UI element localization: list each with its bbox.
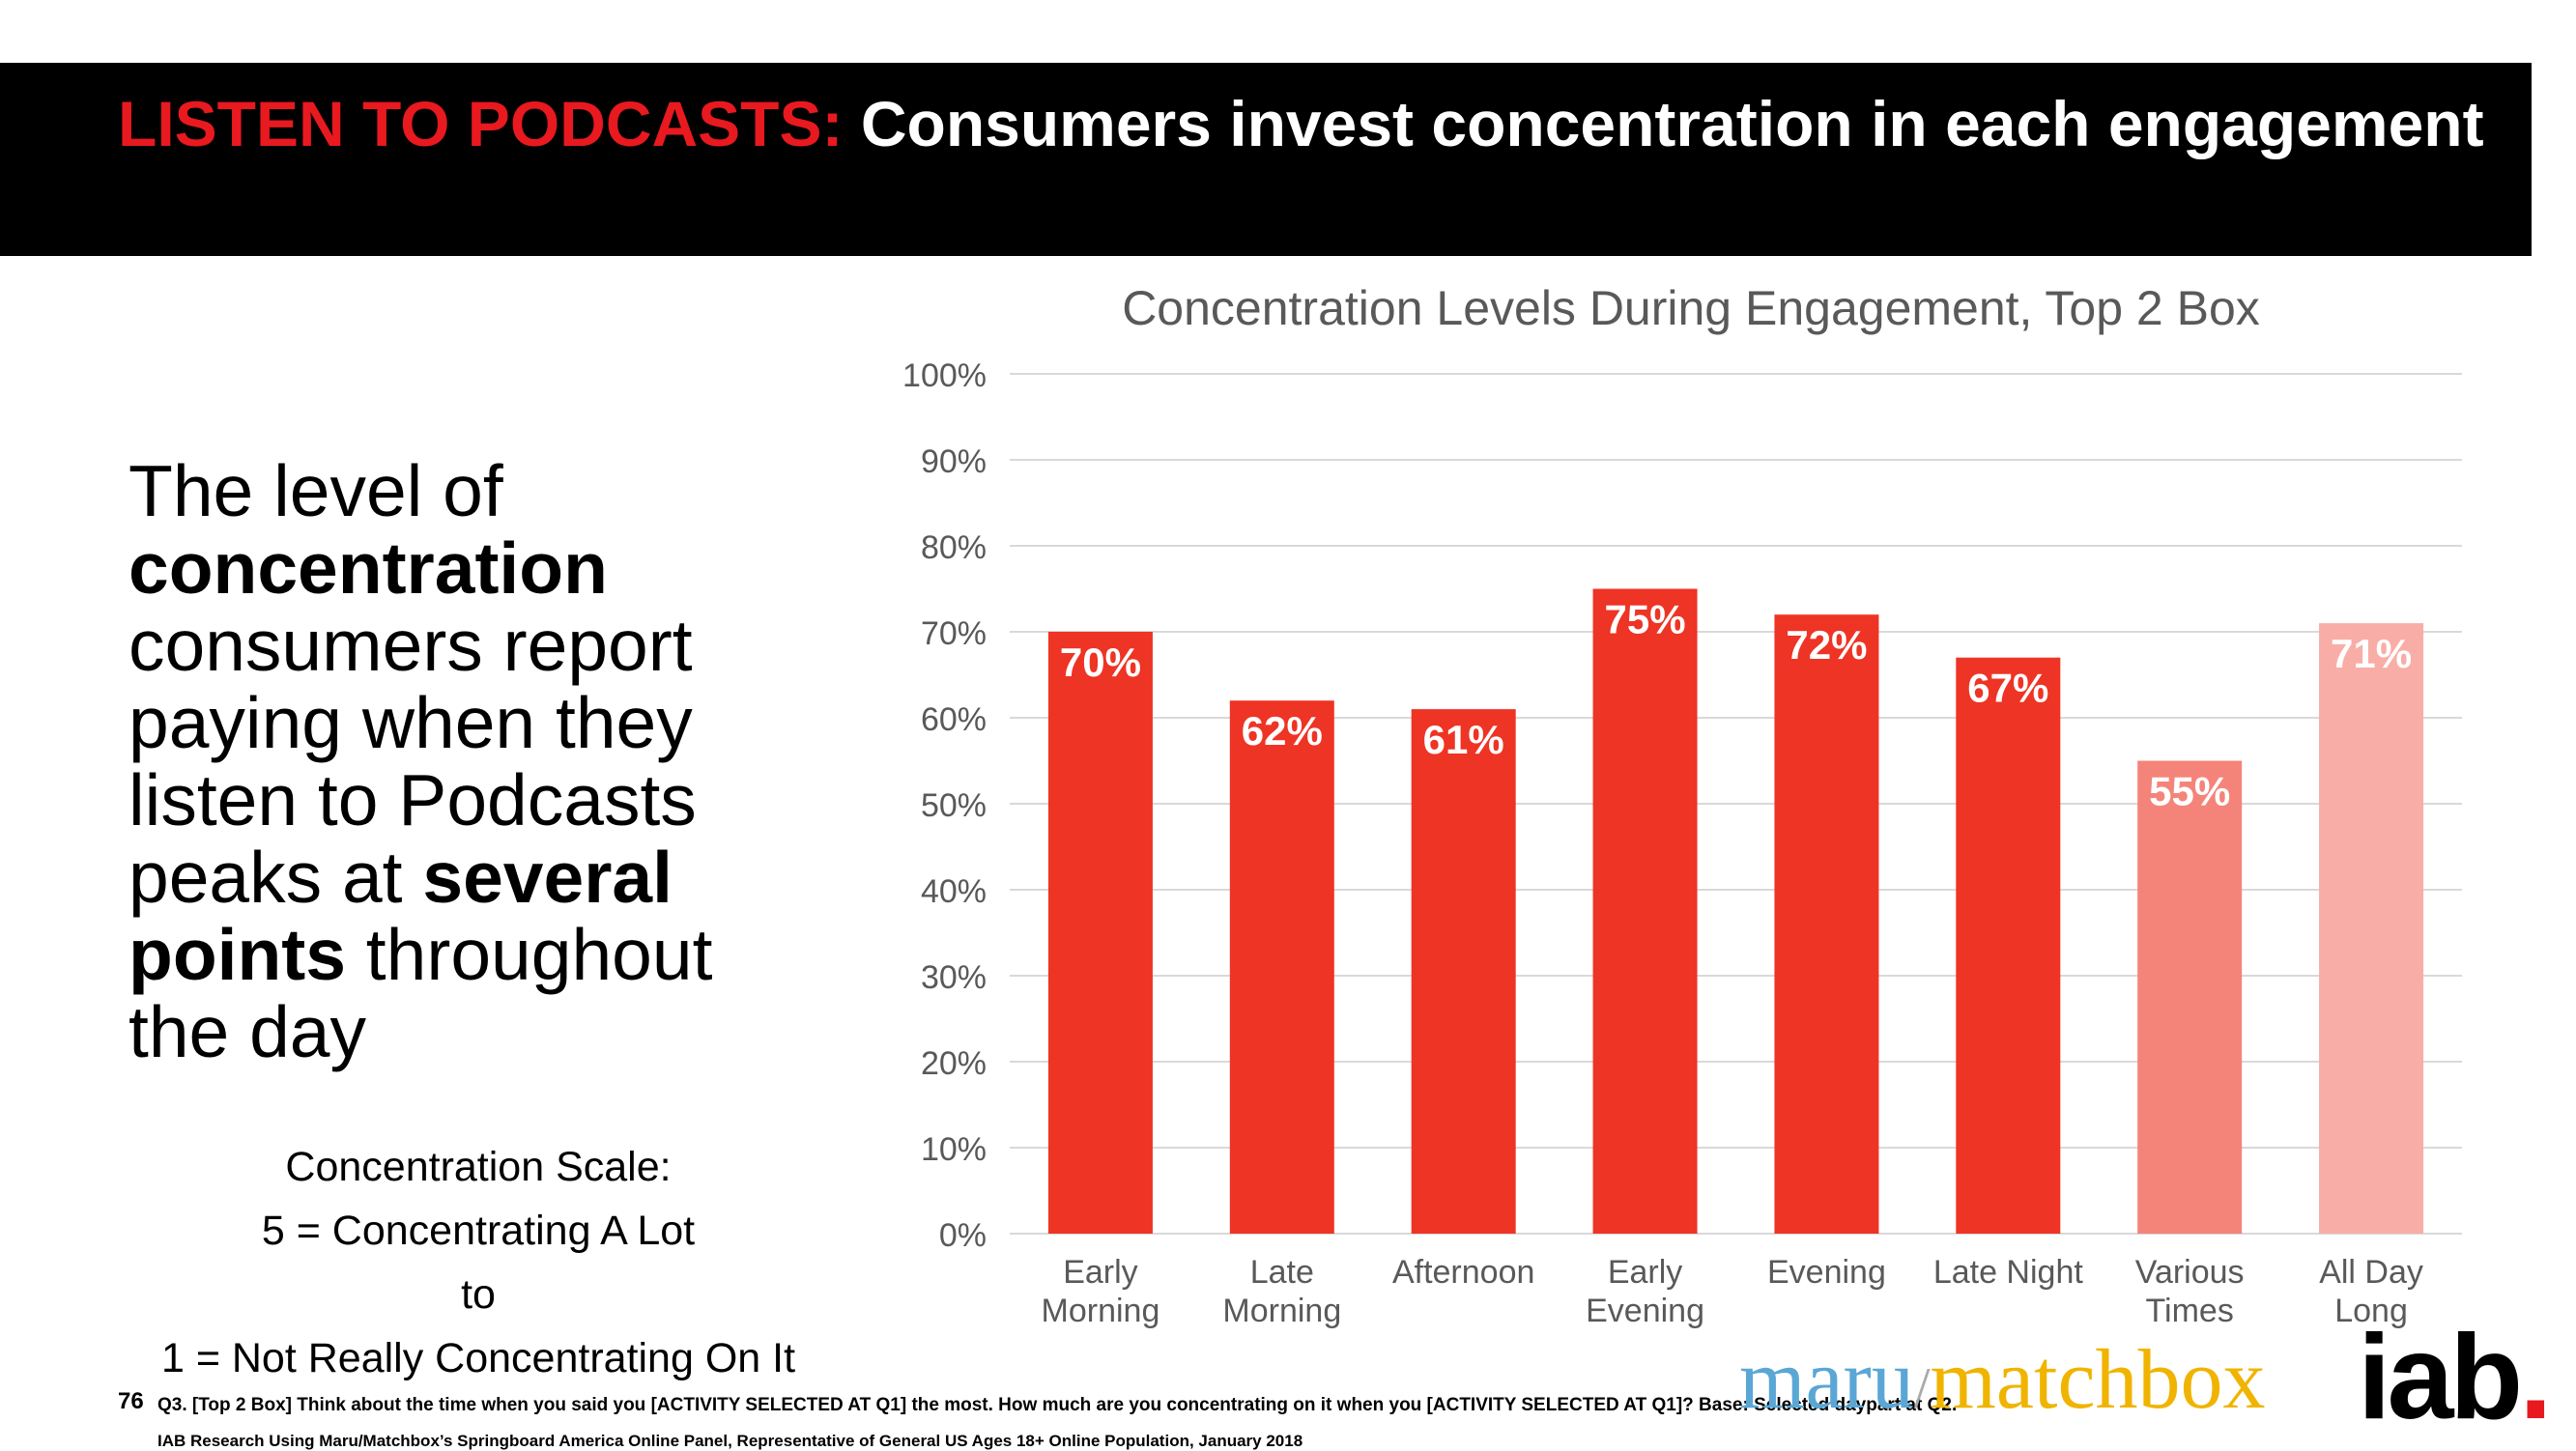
- matchbox-logo-text: matchbox: [1930, 1333, 2266, 1427]
- summary-text: The level of concentration consumers rep…: [129, 452, 795, 1070]
- x-tick-label: Long: [2334, 1293, 2408, 1329]
- title-accent: LISTEN TO PODCASTS:: [118, 88, 844, 159]
- concentration-scale: Concentration Scale: 5 = Concentrating A…: [92, 1135, 865, 1390]
- bar: [1774, 614, 1879, 1234]
- iab-logo-dot: .: [2519, 1311, 2553, 1444]
- x-tick-label: Times: [2146, 1293, 2234, 1329]
- title-main: Consumers invest concentration in each e…: [843, 88, 2484, 159]
- y-tick-label: 10%: [921, 1131, 987, 1168]
- y-tick-label: 30%: [921, 959, 987, 996]
- logo-slash: /: [1913, 1356, 1931, 1420]
- bar: [2319, 623, 2424, 1234]
- y-tick-label: 60%: [921, 701, 987, 738]
- bar: [1047, 632, 1153, 1234]
- data-label: 75%: [1605, 597, 1686, 642]
- summary-bold-1: concentration: [129, 527, 608, 609]
- data-label: 71%: [2331, 631, 2412, 676]
- bar: [1411, 709, 1516, 1234]
- x-tick-label: Evening: [1767, 1254, 1886, 1291]
- summary-part-1: The level of: [129, 450, 503, 531]
- data-label: 55%: [2149, 769, 2230, 814]
- bar: [1592, 588, 1698, 1234]
- y-tick-label: 50%: [921, 787, 987, 824]
- scale-heading: Concentration Scale:: [285, 1144, 672, 1190]
- x-tick-label: Early: [1608, 1254, 1682, 1291]
- y-tick-label: 0%: [939, 1217, 987, 1254]
- iab-logo-text: iab: [2358, 1311, 2523, 1444]
- iab-logo: iab.: [2358, 1309, 2553, 1446]
- scale-high: 5 = Concentrating A Lot: [261, 1208, 696, 1254]
- summary-part-3: throughout the day: [129, 914, 713, 1072]
- data-label: 70%: [1060, 640, 1141, 685]
- x-tick-label: Afternoon: [1392, 1254, 1534, 1291]
- data-label: 61%: [1423, 717, 1504, 762]
- x-tick-label: Late: [1250, 1254, 1314, 1291]
- y-tick-label: 20%: [921, 1045, 987, 1082]
- y-tick-label: 90%: [921, 443, 987, 480]
- y-tick-label: 40%: [921, 873, 987, 910]
- bar: [2137, 760, 2243, 1234]
- x-tick-label: Early: [1063, 1254, 1137, 1291]
- maru-matchbox-logo: maru/matchbox: [1739, 1331, 2266, 1429]
- data-label: 67%: [1967, 666, 2048, 711]
- y-tick-label: 70%: [921, 615, 987, 652]
- maru-logo-text: maru: [1739, 1333, 1914, 1427]
- footnote-source: IAB Research Using Maru/Matchbox’s Sprin…: [157, 1432, 1303, 1450]
- chart-title: Concentration Levels During Engagement, …: [1122, 281, 2260, 335]
- data-label: 62%: [1242, 708, 1323, 754]
- bar: [1229, 700, 1334, 1234]
- bar-chart: 0% 10% 20% 30% 40% 50% 60% 70% 80% 90% 100% 70% Earl…: [902, 357, 2462, 1329]
- data-label: 72%: [1786, 622, 1867, 668]
- x-tick-label: All Day: [2319, 1254, 2423, 1291]
- scale-low: 1 = Not Really Concentrating On It: [160, 1335, 796, 1381]
- footnote-question: Q3. [Top 2 Box] Think about the time whe…: [157, 1395, 1958, 1415]
- x-tick-label: Morning: [1042, 1293, 1160, 1329]
- summary-bold-2: several points: [129, 837, 673, 995]
- bar: [1956, 657, 2061, 1234]
- y-tick-label: 80%: [921, 529, 987, 566]
- page-number: 76: [118, 1388, 144, 1414]
- page-title: LISTEN TO PODCASTS: Consumers invest con…: [118, 90, 2495, 157]
- x-tick-label: Late Night: [1933, 1254, 2084, 1291]
- summary-part-2: consumers report paying when they listen…: [129, 605, 697, 918]
- x-tick-label: Various: [2135, 1254, 2245, 1291]
- x-tick-label: Evening: [1586, 1293, 1704, 1329]
- scale-to: to: [461, 1271, 496, 1318]
- header-banner: LISTEN TO PODCASTS: Consumers invest con…: [0, 63, 2532, 256]
- y-tick-label: 100%: [902, 357, 987, 394]
- x-tick-label: Morning: [1222, 1293, 1341, 1329]
